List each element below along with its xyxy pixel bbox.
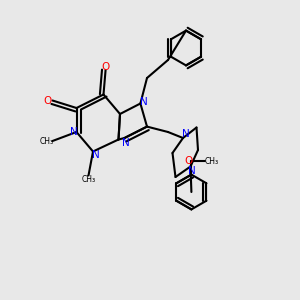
Text: O: O — [184, 156, 193, 166]
Text: N: N — [140, 97, 147, 107]
Text: N: N — [92, 149, 100, 160]
Text: CH₃: CH₃ — [81, 175, 96, 184]
Text: O: O — [44, 95, 52, 106]
Text: N: N — [70, 127, 77, 137]
Text: N: N — [182, 129, 190, 140]
Text: CH₃: CH₃ — [40, 136, 54, 146]
Text: CH₃: CH₃ — [204, 157, 219, 166]
Text: N: N — [122, 137, 130, 148]
Text: O: O — [101, 62, 110, 72]
Text: N: N — [188, 166, 196, 176]
